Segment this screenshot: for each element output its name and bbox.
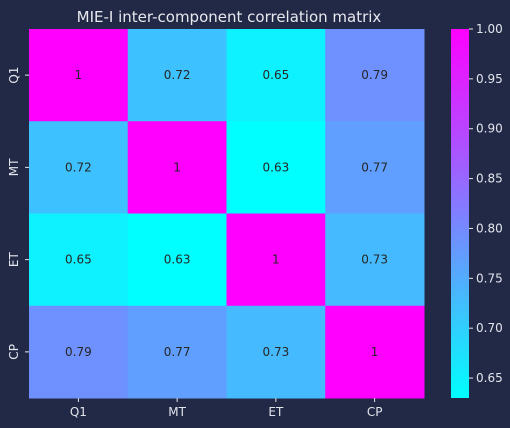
x-tick-label: ET: [268, 405, 284, 419]
colorbar-tick-label: 0.70: [476, 321, 503, 335]
heatmap-annotations: 1 0.72 0.65 0.79 0.72 1 0.63 0.77 0.65 0.63 1 0.73 0…: [65, 68, 388, 359]
heatmap-cell-cp-q1: [29, 305, 129, 399]
cell-value-label: 0.73: [361, 253, 388, 267]
x-tick-label: CP: [367, 405, 383, 419]
colorbar-tick-label: 0.95: [476, 72, 503, 86]
cell-value-label: 1: [272, 253, 280, 267]
heatmap-cell-mt-mt: [127, 121, 227, 214]
y-tick-label: CP: [7, 344, 21, 360]
colorbar: 0.65 0.70 0.75 0.80 0.85 0.90 0.95 1.00: [451, 22, 503, 398]
heatmap-cell-et-cp: [325, 213, 425, 307]
cell-value-label: 0.77: [164, 345, 191, 359]
heatmap-cell-cp-mt: [127, 305, 227, 399]
cell-value-label: 0.79: [65, 345, 92, 359]
cell-value-label: 0.72: [65, 160, 92, 174]
heatmap-cell-mt-cp: [325, 121, 425, 214]
y-axis: Q1 MT ET CP: [7, 67, 29, 360]
heatmap-cell-q1-q1: [29, 29, 129, 122]
cell-value-label: 1: [75, 68, 83, 82]
cell-value-label: 0.63: [263, 160, 290, 174]
x-tick-label: MT: [168, 405, 186, 419]
heatmap-cell-mt-q1: [29, 121, 129, 214]
cell-value-label: 0.79: [361, 68, 388, 82]
x-axis: Q1 MT ET CP: [70, 398, 383, 419]
heatmap-cell-mt-et: [226, 121, 326, 214]
heatmap-cell-cp-et: [226, 305, 326, 399]
heatmap-cell-q1-et: [226, 29, 326, 122]
cell-value-label: 1: [173, 160, 181, 174]
chart-title: MIE-I inter-component correlation matrix: [77, 8, 382, 26]
cell-value-label: 0.65: [263, 68, 290, 82]
y-tick-label: MT: [7, 158, 21, 176]
colorbar-tick-label: 0.80: [476, 221, 503, 235]
heatmap-cell-et-mt: [127, 213, 227, 307]
cell-value-label: 0.72: [164, 68, 191, 82]
colorbar-tick-label: 0.90: [476, 122, 503, 136]
x-tick-label: Q1: [70, 405, 87, 419]
cell-value-label: 0.77: [361, 160, 388, 174]
colorbar-tick-label: 0.75: [476, 271, 503, 285]
colorbar-tick-label: 0.65: [476, 371, 503, 385]
y-tick-label: ET: [7, 252, 21, 268]
cell-value-label: 0.63: [164, 253, 191, 267]
cell-value-label: 0.73: [263, 345, 290, 359]
colorbar-gradient: [451, 29, 469, 398]
y-tick-label: Q1: [7, 67, 21, 84]
heatmap-cells: [29, 29, 425, 399]
heatmap-cell-q1-cp: [325, 29, 425, 122]
heatmap-cell-cp-cp: [325, 305, 425, 399]
colorbar-tick-label: 0.85: [476, 172, 503, 186]
heatmap-cell-et-q1: [29, 213, 129, 307]
colorbar-tick-label: 1.00: [476, 22, 503, 36]
heatmap-cell-et-et: [226, 213, 326, 307]
cell-value-label: 1: [371, 345, 379, 359]
heatmap-cell-q1-mt: [127, 29, 227, 122]
cell-value-label: 0.65: [65, 253, 92, 267]
